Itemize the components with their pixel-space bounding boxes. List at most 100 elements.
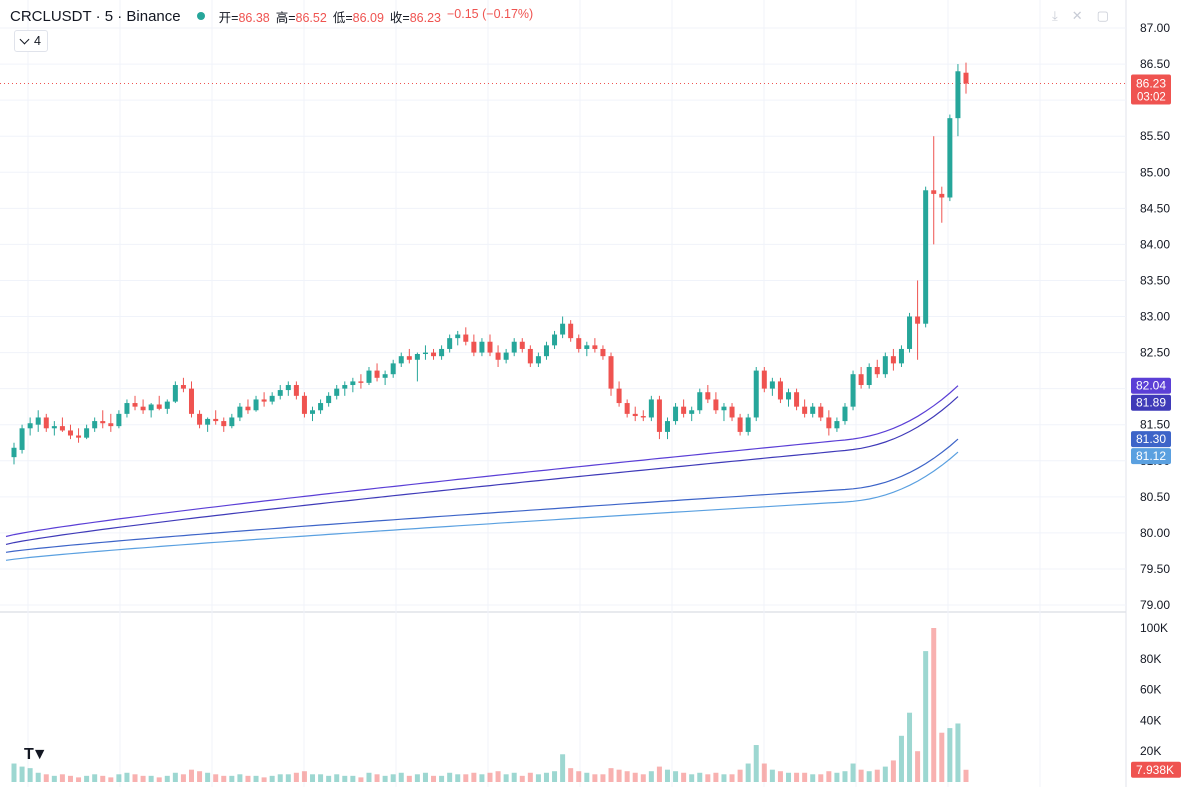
volume-bar bbox=[35, 772, 41, 782]
volume-bar bbox=[616, 769, 622, 782]
volume-bar bbox=[213, 774, 219, 782]
candle-body bbox=[463, 334, 469, 342]
candle-body bbox=[180, 385, 186, 389]
moving-average-line bbox=[5, 438, 959, 553]
candle-body bbox=[358, 381, 364, 383]
volume-bar bbox=[584, 772, 590, 782]
chevron-down-icon bbox=[19, 34, 30, 44]
candle-body bbox=[35, 417, 41, 425]
candle-body bbox=[511, 341, 517, 353]
volume-bar bbox=[503, 774, 509, 782]
volume-bar bbox=[826, 771, 832, 782]
candle-body bbox=[479, 341, 485, 353]
moving-average-line bbox=[5, 385, 959, 538]
volume-bar bbox=[745, 763, 751, 782]
candle-body bbox=[285, 385, 291, 391]
volume-bar bbox=[156, 777, 162, 782]
volume-bar bbox=[624, 771, 630, 782]
price-tick-label: 83.50 bbox=[1140, 273, 1170, 287]
close-label: 收= bbox=[389, 10, 410, 25]
candle-body bbox=[656, 399, 662, 432]
price-tick-label: 82.50 bbox=[1140, 346, 1170, 360]
candle-body bbox=[713, 399, 719, 411]
volume-bar bbox=[786, 772, 792, 782]
candle-body bbox=[76, 435, 82, 438]
price-tick-label: 80.00 bbox=[1140, 526, 1170, 540]
volume-bar bbox=[124, 772, 130, 782]
ma-value-label: 81.12 bbox=[1136, 449, 1166, 463]
volume-tick-label: 40K bbox=[1140, 713, 1161, 727]
candle-body bbox=[140, 406, 146, 411]
symbol-title[interactable]: CRCLUSDT · 5 · Binance bbox=[10, 7, 181, 25]
price-tick-label: 86.50 bbox=[1140, 57, 1170, 71]
candle-body bbox=[431, 352, 437, 357]
download-icon[interactable]: ⤓ bbox=[1052, 8, 1058, 23]
ma-value-label: 81.89 bbox=[1136, 396, 1166, 410]
indicators-toggle-button[interactable]: 4 bbox=[14, 30, 48, 52]
volume-bar bbox=[43, 774, 49, 782]
candle-body bbox=[205, 418, 211, 425]
candle-body bbox=[802, 406, 808, 414]
volume-bar bbox=[576, 771, 582, 782]
volume-bar bbox=[552, 771, 558, 782]
volume-bar bbox=[560, 754, 566, 782]
volume-bar bbox=[447, 772, 453, 782]
candle-body bbox=[616, 388, 622, 404]
candle-body bbox=[907, 316, 913, 349]
candle-body bbox=[600, 348, 606, 357]
candle-body bbox=[729, 406, 735, 418]
candle-body bbox=[584, 345, 590, 349]
candle-body bbox=[59, 426, 65, 431]
grid-lines bbox=[0, 0, 1127, 787]
price-tick-label: 85.50 bbox=[1140, 129, 1170, 143]
volume-bar bbox=[721, 774, 727, 782]
candle-body bbox=[632, 413, 638, 417]
open-value: 86.38 bbox=[238, 10, 270, 25]
candle-body bbox=[414, 354, 420, 360]
volume-bar bbox=[705, 774, 711, 782]
volume-bar bbox=[729, 774, 735, 782]
volume-bar bbox=[543, 772, 549, 782]
candle-body bbox=[737, 417, 743, 432]
candle-body bbox=[705, 392, 711, 400]
volume-bar bbox=[27, 768, 33, 782]
candle-body bbox=[745, 417, 751, 432]
candle-body bbox=[689, 410, 695, 414]
volume-bar bbox=[342, 775, 348, 782]
volume-bar bbox=[108, 777, 114, 782]
volume-bar bbox=[737, 769, 743, 782]
volume-bar bbox=[519, 775, 525, 782]
candle-body bbox=[43, 417, 49, 429]
volume-bar bbox=[471, 772, 477, 782]
volume-bar bbox=[269, 775, 275, 782]
volume-bar bbox=[116, 774, 122, 782]
candle-body bbox=[221, 421, 227, 427]
volume-bar bbox=[535, 774, 541, 782]
candle-body bbox=[890, 356, 896, 364]
candle-body bbox=[148, 404, 154, 411]
volume-bar bbox=[455, 774, 461, 782]
volume-bar bbox=[76, 777, 82, 782]
volume-tick-label: 60K bbox=[1140, 683, 1161, 697]
volume-bar bbox=[689, 774, 695, 782]
candle-body bbox=[640, 416, 646, 418]
volume-bar bbox=[487, 772, 493, 782]
price-tick-label: 84.00 bbox=[1140, 237, 1170, 251]
fullscreen-toggle-icon[interactable]: ✕ bbox=[1071, 8, 1083, 23]
price-tick-label: 79.50 bbox=[1140, 562, 1170, 576]
volume-bar bbox=[140, 775, 146, 782]
candle-body bbox=[882, 356, 888, 375]
volume-bar bbox=[245, 775, 251, 782]
candle-body bbox=[527, 348, 533, 364]
candle-body bbox=[366, 370, 372, 383]
candle-body bbox=[608, 356, 614, 389]
volume-bar bbox=[850, 763, 856, 782]
maximize-icon[interactable]: ▢ bbox=[1096, 8, 1109, 23]
ma-value-label: 82.04 bbox=[1136, 379, 1166, 393]
volume-bar bbox=[769, 769, 775, 782]
candle-body bbox=[390, 363, 396, 375]
volume-bar bbox=[923, 651, 929, 782]
candle-body bbox=[519, 341, 525, 349]
